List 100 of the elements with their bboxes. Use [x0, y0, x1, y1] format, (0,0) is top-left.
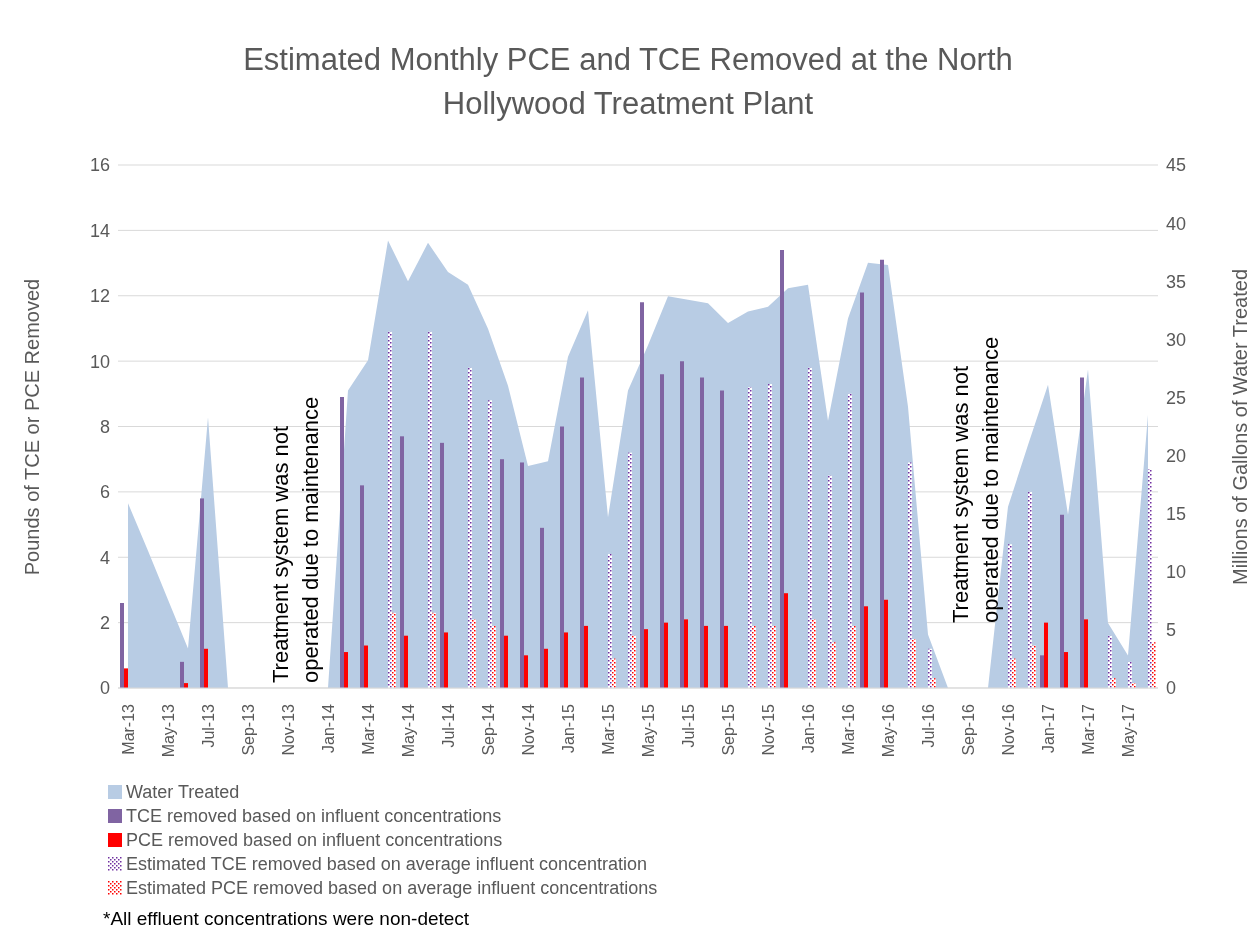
- bar: [344, 652, 348, 688]
- bar: [780, 249, 784, 688]
- bar: [772, 625, 776, 688]
- bar: [492, 625, 496, 688]
- bar: [1064, 652, 1068, 688]
- x-tick-label: May-13: [159, 703, 177, 758]
- y2-tick-label: 45: [1166, 155, 1187, 176]
- x-tick-label: Jul-13: [199, 703, 217, 748]
- x-tick-label: Jan-14: [319, 703, 337, 753]
- y2-tick-label: 10: [1166, 562, 1187, 583]
- bar: [584, 625, 588, 688]
- bar: [504, 635, 508, 688]
- x-tick-label: Nov-15: [759, 703, 777, 756]
- bar: [644, 629, 648, 688]
- bar: [200, 498, 204, 688]
- legend-label: TCE removed based on influent concentrations: [126, 805, 502, 828]
- y-tick-label: 12: [89, 286, 110, 307]
- x-tick-label: Mar-17: [1079, 703, 1097, 755]
- bar: [488, 400, 492, 688]
- y-tick-label: 8: [99, 416, 110, 437]
- bar: [812, 619, 816, 688]
- bar: [120, 603, 124, 688]
- bar: [1060, 514, 1064, 688]
- y2-tick-label: 30: [1166, 329, 1187, 350]
- y-axis-title: Pounds of TCE or PCE Removed: [20, 278, 44, 575]
- y-tick-label: 4: [99, 547, 110, 568]
- y-tick-label: 6: [99, 482, 110, 503]
- bar: [444, 632, 448, 688]
- bar: [1044, 622, 1048, 688]
- x-tick-label: Sep-14: [479, 703, 497, 756]
- bar: [928, 648, 932, 688]
- x-tick-label: Sep-15: [719, 703, 737, 756]
- bar: [680, 361, 684, 688]
- bar: [752, 625, 756, 688]
- bar: [1128, 661, 1132, 688]
- x-tick-label: Mar-13: [119, 703, 137, 755]
- annotation: Treatment system was not operated due to maintenance: [267, 395, 324, 683]
- bar: [440, 442, 444, 688]
- bar: [832, 642, 836, 688]
- x-tick-label: Mar-15: [599, 703, 617, 755]
- bar: [864, 606, 868, 688]
- text: *All effluent concentrations were non-detect: [103, 908, 470, 930]
- bar: [664, 622, 668, 688]
- bar: [884, 599, 888, 688]
- y2-tick-label: 5: [1166, 620, 1177, 641]
- bar: [1028, 491, 1032, 688]
- bar: [704, 625, 708, 688]
- x-tick-label: Jul-14: [439, 703, 457, 748]
- bar: [720, 390, 724, 688]
- bar: [912, 638, 916, 688]
- x-tick-label: Sep-16: [959, 703, 977, 756]
- y2-tick-label: 35: [1166, 271, 1187, 292]
- y2-tick-label: 0: [1166, 678, 1177, 699]
- y-tick-label: 14: [89, 220, 110, 241]
- y2-tick-label: 15: [1166, 504, 1187, 525]
- legend-label: Water Treated: [126, 781, 240, 804]
- bar: [684, 619, 688, 688]
- bar: [524, 655, 528, 688]
- bar: [640, 302, 644, 688]
- x-tick-label: Nov-14: [519, 703, 537, 756]
- bar: [400, 436, 404, 688]
- bar: [628, 452, 632, 688]
- bar: [560, 426, 564, 688]
- bar: [1032, 645, 1036, 688]
- x-tick-label: Jan-17: [1039, 703, 1057, 753]
- bar: [660, 374, 664, 688]
- bar: [500, 459, 504, 688]
- chart-title: Estimated Monthly PCE and TCE Removed at the North Hollywood Treatment Plant: [242, 41, 1014, 123]
- bar: [428, 331, 432, 688]
- bar: [1148, 468, 1152, 688]
- bar: [544, 648, 548, 688]
- x-tick-label: May-14: [399, 703, 417, 758]
- bar: [540, 527, 544, 688]
- legend-label: PCE removed based on influent concentrations: [126, 829, 503, 852]
- bar: [852, 625, 856, 688]
- x-tick-label: Jul-16: [919, 703, 937, 748]
- bar: [1152, 642, 1156, 688]
- y2-tick-label: 20: [1166, 445, 1187, 466]
- bar: [404, 635, 408, 688]
- legend-label: Estimated PCE removed based on average influent concentrations: [126, 877, 658, 900]
- x-tick-label: Jan-15: [559, 703, 577, 753]
- bar: [1112, 678, 1116, 688]
- y2-tick-label: 25: [1166, 387, 1187, 408]
- bar: [520, 462, 524, 688]
- bar: [1080, 377, 1084, 688]
- x-tick-label: Mar-16: [839, 703, 857, 755]
- x-tick-label: May-17: [1119, 703, 1137, 758]
- x-tick-label: Mar-14: [359, 703, 377, 755]
- y-tick-label: 0: [99, 678, 110, 699]
- bar: [828, 475, 832, 688]
- bar: [124, 668, 128, 688]
- bar: [1012, 658, 1016, 688]
- bar: [468, 367, 472, 688]
- x-tick-label: Jan-16: [799, 703, 817, 753]
- legend-label: Estimated TCE removed based on average influent concentration: [126, 853, 647, 876]
- x-tick-label: Jul-15: [679, 703, 697, 748]
- bar: [1084, 619, 1088, 688]
- y-tick-label: 2: [99, 613, 110, 634]
- bar: [724, 625, 728, 688]
- bar: [1040, 655, 1044, 688]
